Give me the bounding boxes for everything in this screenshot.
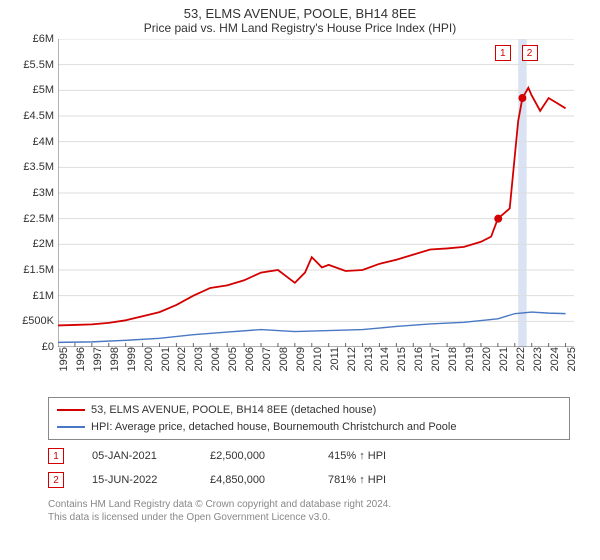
- x-tick-label: 2008: [278, 347, 290, 371]
- y-tick-label: £0: [42, 341, 58, 353]
- chart-title: 53, ELMS AVENUE, POOLE, BH14 8EE: [0, 0, 600, 21]
- callout-badge: 2: [522, 45, 538, 61]
- transaction-pct: 781% ↑ HPI: [328, 474, 386, 486]
- x-tick-label: 2018: [447, 347, 459, 371]
- x-tick-label: 2019: [464, 347, 476, 371]
- x-tick-label: 2023: [532, 347, 544, 371]
- chart-subtitle: Price paid vs. HM Land Registry's House …: [0, 21, 600, 39]
- transaction-date: 15-JUN-2022: [92, 474, 182, 486]
- chart-svg: [58, 39, 574, 347]
- x-tick-label: 2020: [481, 347, 493, 371]
- transaction-marker: [494, 215, 502, 223]
- chart-plot-area: £0£500K£1M£1.5M£2M£2.5M£3M£3.5M£4M£4.5M£…: [58, 39, 574, 391]
- x-tick-label: 2009: [295, 347, 307, 371]
- y-tick-label: £500K: [22, 315, 58, 327]
- x-tick-label: 2002: [176, 347, 188, 371]
- footnote-line-2: This data is licensed under the Open Gov…: [48, 511, 570, 524]
- transaction-badge: 1: [48, 448, 64, 464]
- transaction-row: 2 15-JUN-2022 £4,850,000 781% ↑ HPI: [48, 468, 570, 492]
- x-tick-label: 1999: [126, 347, 138, 371]
- x-tick-label: 2025: [566, 347, 578, 371]
- y-tick-label: £2M: [33, 238, 58, 250]
- x-tick-label: 2004: [210, 347, 222, 371]
- transaction-marker: [518, 94, 526, 102]
- y-tick-label: £6M: [33, 33, 58, 45]
- x-tick-label: 2006: [244, 347, 256, 371]
- x-tick-label: 2012: [346, 347, 358, 371]
- x-tick-label: 1996: [75, 347, 87, 371]
- x-tick-label: 2021: [498, 347, 510, 371]
- series-hpi: [58, 312, 566, 342]
- footnote: Contains HM Land Registry data © Crown c…: [48, 498, 570, 524]
- legend-item: 53, ELMS AVENUE, POOLE, BH14 8EE (detach…: [57, 402, 561, 419]
- x-tick-label: 2022: [515, 347, 527, 371]
- y-tick-label: £4.5M: [23, 110, 58, 122]
- x-tick-label: 2010: [312, 347, 324, 371]
- legend-swatch: [57, 409, 85, 411]
- transaction-pct: 415% ↑ HPI: [328, 450, 386, 462]
- transaction-table: 1 05-JAN-2021 £2,500,000 415% ↑ HPI 2 15-JUN-…: [48, 444, 570, 492]
- callout-badge: 1: [495, 45, 511, 61]
- legend-item: HPI: Average price, detached house, Bour…: [57, 419, 561, 436]
- x-tick-label: 2001: [160, 347, 172, 371]
- y-tick-label: £3.5M: [23, 161, 58, 173]
- x-tick-label: 1995: [58, 347, 70, 371]
- transaction-price: £2,500,000: [210, 450, 300, 462]
- footnote-line-1: Contains HM Land Registry data © Crown c…: [48, 498, 570, 511]
- series-subject: [58, 88, 566, 326]
- y-tick-label: £1.5M: [23, 264, 58, 276]
- x-tick-label: 1997: [92, 347, 104, 371]
- legend-label: HPI: Average price, detached house, Bour…: [91, 419, 456, 436]
- y-tick-label: £5.5M: [23, 59, 58, 71]
- legend-box: 53, ELMS AVENUE, POOLE, BH14 8EE (detach…: [48, 397, 570, 440]
- y-tick-label: £3M: [33, 187, 58, 199]
- x-tick-label: 1998: [109, 347, 121, 371]
- y-tick-label: £1M: [33, 290, 58, 302]
- x-tick-label: 2007: [261, 347, 273, 371]
- x-tick-label: 2016: [413, 347, 425, 371]
- y-tick-label: £5M: [33, 84, 58, 96]
- chart-container: 53, ELMS AVENUE, POOLE, BH14 8EE Price p…: [0, 0, 600, 560]
- x-tick-label: 2015: [396, 347, 408, 371]
- x-tick-label: 2014: [379, 347, 391, 371]
- x-tick-label: 2011: [329, 347, 341, 371]
- x-tick-label: 2003: [193, 347, 205, 371]
- transaction-badge: 2: [48, 472, 64, 488]
- x-tick-label: 2017: [430, 347, 442, 371]
- transaction-date: 05-JAN-2021: [92, 450, 182, 462]
- transaction-price: £4,850,000: [210, 474, 300, 486]
- legend-label: 53, ELMS AVENUE, POOLE, BH14 8EE (detach…: [91, 402, 376, 419]
- x-tick-label: 2000: [143, 347, 155, 371]
- x-tick-label: 2024: [549, 347, 561, 371]
- y-tick-label: £4M: [33, 136, 58, 148]
- legend-swatch: [57, 426, 85, 428]
- x-tick-label: 2005: [227, 347, 239, 371]
- y-tick-label: £2.5M: [23, 213, 58, 225]
- transaction-row: 1 05-JAN-2021 £2,500,000 415% ↑ HPI: [48, 444, 570, 468]
- x-tick-label: 2013: [363, 347, 375, 371]
